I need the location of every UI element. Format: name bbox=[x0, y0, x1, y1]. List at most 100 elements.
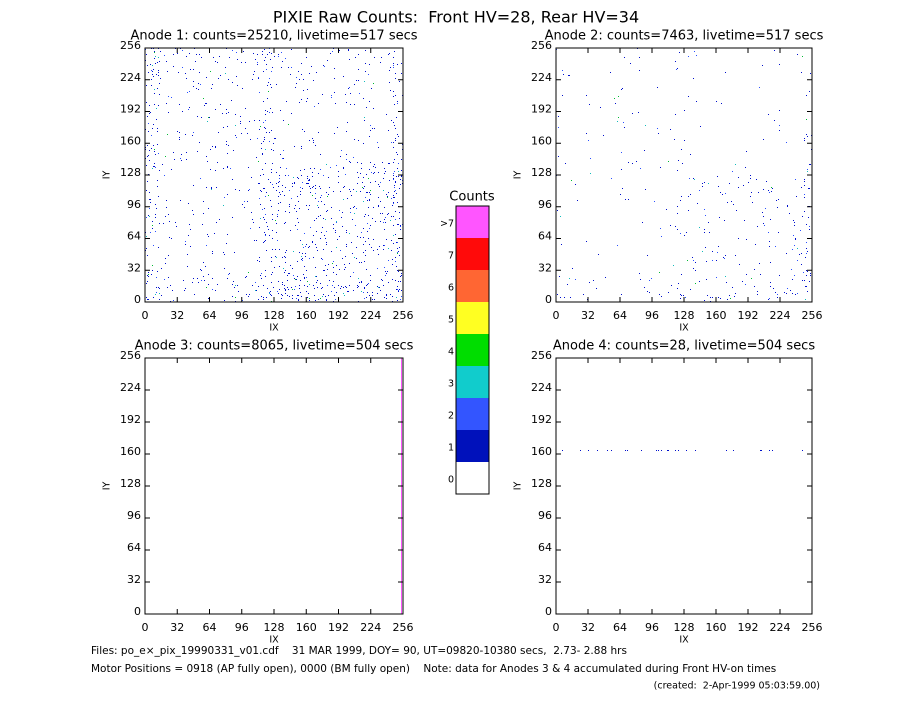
y-tick-label: 256 bbox=[120, 39, 141, 52]
count-texture bbox=[560, 121, 808, 300]
y-tick-label: 192 bbox=[531, 103, 552, 116]
x-tick-label: 96 bbox=[235, 621, 249, 634]
panel-title: Anode 1: counts=25210, livetime=517 secs bbox=[130, 29, 417, 44]
colorbar-swatch bbox=[456, 206, 489, 238]
count-texture bbox=[148, 52, 398, 302]
y-axis-label: IY bbox=[102, 171, 113, 180]
colorbar-title: Counts bbox=[449, 190, 495, 205]
y-tick-label: 128 bbox=[120, 477, 141, 490]
x-tick-label: 0 bbox=[553, 309, 560, 322]
y-tick-label: 64 bbox=[127, 230, 141, 243]
colorbar: Counts >7 7 6 5 4 3 2 1 0 bbox=[440, 190, 495, 495]
count-texture bbox=[556, 49, 810, 299]
y-tick-label: 64 bbox=[538, 230, 552, 243]
x-tick-label: 128 bbox=[674, 621, 695, 634]
colorbar-label: 3 bbox=[448, 379, 454, 390]
colorbar-label: 6 bbox=[448, 283, 454, 294]
y-axis-label: IY bbox=[513, 171, 524, 180]
plot-frame bbox=[555, 47, 813, 303]
x-tick-label: 128 bbox=[264, 309, 285, 322]
figure-title: PIXIE Raw Counts: Front HV=28, Rear HV=3… bbox=[273, 8, 639, 27]
colorbar-swatch bbox=[456, 430, 489, 462]
y-axis-label: IY bbox=[102, 482, 113, 491]
x-tick-label: 128 bbox=[264, 621, 285, 634]
y-axis-label: IY bbox=[513, 482, 524, 491]
y-tick-label: 160 bbox=[531, 445, 552, 458]
count-texture bbox=[562, 450, 803, 451]
x-tick-label: 64 bbox=[203, 621, 217, 634]
x-tick-label: 96 bbox=[235, 309, 249, 322]
x-tick-label: 96 bbox=[645, 621, 659, 634]
y-tick-label: 64 bbox=[127, 541, 141, 554]
count-texture bbox=[571, 56, 807, 299]
x-tick-label: 96 bbox=[645, 309, 659, 322]
panel-title: Anode 3: counts=8065, livetime=504 secs bbox=[135, 339, 414, 354]
y-tick-label: 256 bbox=[120, 349, 141, 362]
colorbar-swatch bbox=[456, 366, 489, 398]
footer-motor: Motor Positions = 0918 (AP fully open), … bbox=[91, 663, 776, 675]
y-tick-label: 32 bbox=[127, 573, 141, 586]
x-tick-label: 192 bbox=[738, 621, 759, 634]
x-tick-label: 32 bbox=[581, 621, 595, 634]
panel-title: Anode 2: counts=7463, livetime=517 secs bbox=[545, 29, 824, 44]
y-tick-label: 96 bbox=[127, 509, 141, 522]
plot-frame bbox=[555, 357, 813, 615]
x-axis-label: IX bbox=[679, 635, 689, 646]
x-tick-label: 64 bbox=[613, 309, 627, 322]
y-tick-label: 160 bbox=[120, 134, 141, 147]
x-tick-label: 64 bbox=[613, 621, 627, 634]
count-texture bbox=[146, 56, 399, 298]
y-tick-label: 96 bbox=[538, 198, 552, 211]
x-axis-label: IX bbox=[269, 323, 279, 334]
x-tick-label: 224 bbox=[770, 309, 791, 322]
x-tick-label: 256 bbox=[393, 309, 414, 322]
x-tick-label: 32 bbox=[581, 309, 595, 322]
y-tick-label: 0 bbox=[134, 293, 141, 306]
y-tick-label: 224 bbox=[531, 381, 552, 394]
x-tick-label: 0 bbox=[553, 621, 560, 634]
x-axis-label: IX bbox=[269, 635, 279, 646]
y-tick-label: 192 bbox=[531, 413, 552, 426]
y-tick-label: 128 bbox=[531, 477, 552, 490]
x-tick-label: 192 bbox=[738, 309, 759, 322]
colorbar-label: 7 bbox=[448, 251, 454, 262]
colorbar-swatch bbox=[456, 462, 489, 494]
colorbar-label: 4 bbox=[448, 347, 454, 358]
count-texture bbox=[557, 48, 812, 302]
y-tick-label: 256 bbox=[531, 39, 552, 52]
x-tick-label: 224 bbox=[360, 309, 381, 322]
x-tick-label: 160 bbox=[706, 309, 727, 322]
y-tick-label: 0 bbox=[134, 605, 141, 618]
colorbar-label: >7 bbox=[440, 219, 454, 230]
colorbar-swatch bbox=[456, 302, 489, 334]
x-tick-label: 0 bbox=[142, 621, 149, 634]
y-tick-label: 96 bbox=[538, 509, 552, 522]
footer-created: (created: 2-Apr-1999 05:03:59.00) bbox=[654, 681, 820, 692]
x-tick-label: 256 bbox=[393, 621, 414, 634]
plot-frame bbox=[144, 47, 404, 303]
y-tick-label: 224 bbox=[531, 71, 552, 84]
footer-files: Files: po_e×_pix_19990331_v01.cdf 31 MAR… bbox=[91, 645, 627, 657]
colorbar-swatch bbox=[456, 270, 489, 302]
y-tick-label: 160 bbox=[120, 445, 141, 458]
x-tick-label: 32 bbox=[170, 621, 184, 634]
x-axis-label: IX bbox=[679, 323, 689, 334]
y-tick-label: 128 bbox=[120, 166, 141, 179]
colorbar-label: 0 bbox=[448, 475, 454, 486]
x-tick-label: 160 bbox=[706, 621, 727, 634]
x-tick-label: 32 bbox=[170, 309, 184, 322]
y-tick-label: 32 bbox=[538, 573, 552, 586]
plot-frame bbox=[144, 357, 404, 615]
colorbar-swatch bbox=[456, 238, 489, 270]
y-tick-label: 128 bbox=[531, 166, 552, 179]
x-tick-label: 256 bbox=[802, 309, 823, 322]
colorbar-label: 5 bbox=[448, 315, 454, 326]
colorbar-frame bbox=[455, 205, 490, 495]
y-tick-label: 96 bbox=[127, 198, 141, 211]
y-tick-label: 224 bbox=[120, 71, 141, 84]
y-tick-label: 0 bbox=[545, 293, 552, 306]
y-tick-label: 192 bbox=[120, 413, 141, 426]
y-tick-label: 32 bbox=[127, 261, 141, 274]
x-tick-label: 224 bbox=[360, 621, 381, 634]
